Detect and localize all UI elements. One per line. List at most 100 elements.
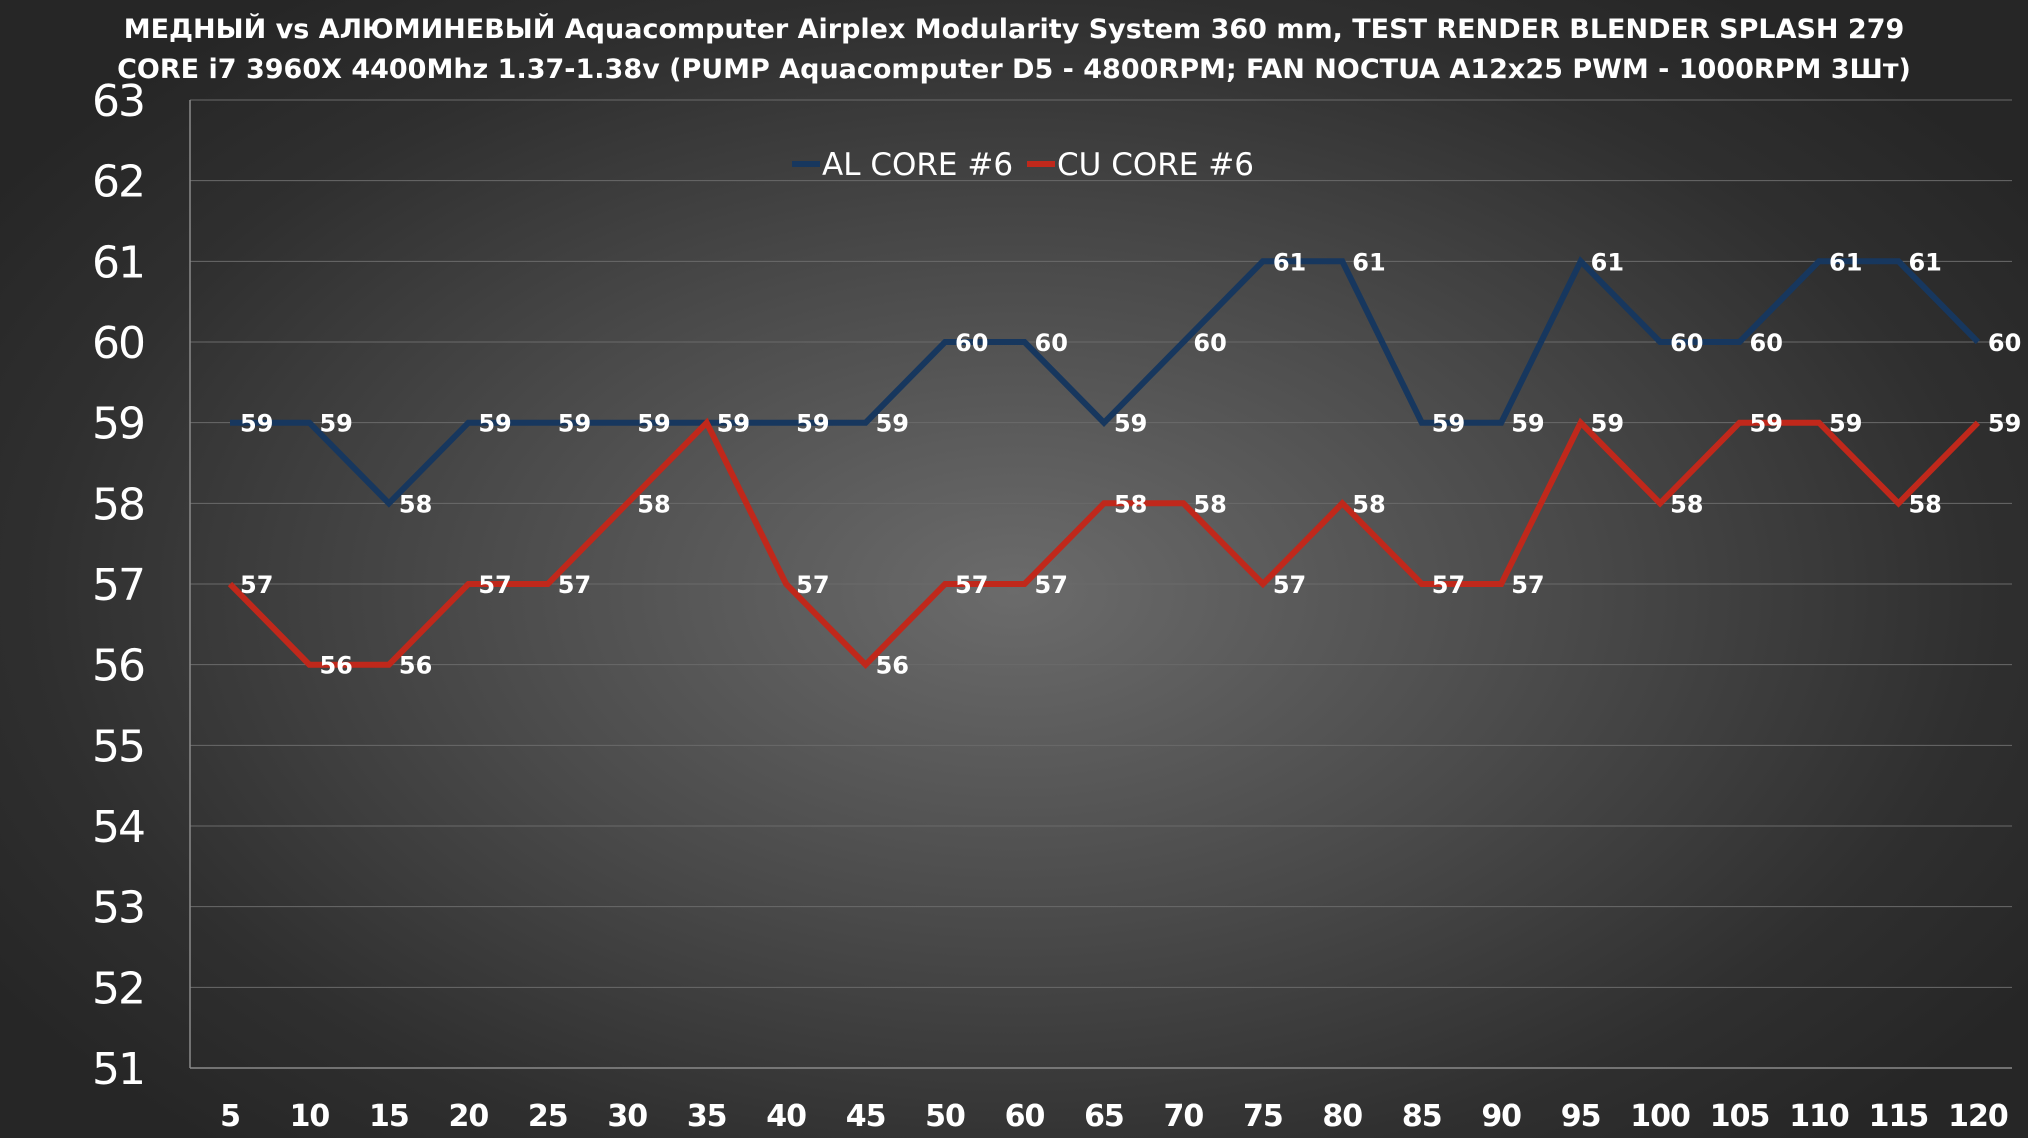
data-label: 57: [955, 571, 988, 599]
legend-label: AL CORE #6: [822, 147, 1013, 183]
x-tick-label: 10: [290, 1099, 330, 1134]
y-tick-label: 52: [92, 963, 144, 1014]
data-label: 60: [1035, 329, 1068, 357]
y-tick-label: 51: [92, 1044, 144, 1095]
data-label: 57: [240, 571, 273, 599]
series-line-cu-core-6: [227, 417, 1981, 669]
data-label: 61: [1908, 248, 1941, 276]
x-tick-label: 70: [1164, 1099, 1204, 1134]
x-tick-label: 45: [846, 1099, 886, 1134]
x-tick-label: 30: [607, 1099, 647, 1134]
data-label: 60: [1988, 329, 2021, 357]
axes: [189, 100, 2012, 1069]
data-label: 57: [1511, 571, 1544, 599]
data-label: 59: [1511, 410, 1544, 438]
y-tick-label: 54: [92, 802, 144, 853]
legend-label: CU CORE #6: [1057, 147, 1254, 183]
y-tick-label: 58: [92, 479, 144, 530]
chart-title-line-2: CORE i7 3960X 4400Mhz 1.37-1.38v (PUMP A…: [117, 54, 1911, 85]
y-tick-label: 62: [92, 157, 144, 208]
data-label: 59: [240, 410, 273, 438]
x-tick-label: 65: [1084, 1099, 1124, 1134]
data-label: 60: [1670, 329, 1703, 357]
data-label: 56: [399, 652, 432, 680]
y-axis-ticks: 51 52 53 54 55 56 57 58 59 60 61 62 63: [92, 76, 146, 1095]
y-tick-label: 63: [92, 76, 144, 127]
data-label: 58: [1114, 490, 1147, 518]
chart-title-line-1: МЕДНЫЙ vs АЛЮМИНЕВЫЙ Aquacomputer Airple…: [124, 13, 1905, 45]
data-label: 59: [1750, 410, 1783, 438]
y-tick-label: 59: [92, 399, 144, 450]
x-tick-label: 90: [1481, 1099, 1521, 1134]
x-tick-label: 105: [1710, 1099, 1770, 1134]
data-label: 61: [1591, 248, 1624, 276]
data-label: 59: [558, 410, 591, 438]
data-label: 59: [717, 410, 750, 438]
data-label: 59: [319, 410, 352, 438]
data-label: 60: [955, 329, 988, 357]
data-label: 61: [1829, 248, 1862, 276]
x-tick-label: 50: [925, 1099, 965, 1134]
y-tick-label: 57: [92, 560, 144, 611]
data-label: 56: [319, 652, 352, 680]
x-tick-label: 110: [1789, 1099, 1849, 1134]
data-label: 59: [1114, 410, 1147, 438]
data-label: 59: [1988, 410, 2021, 438]
x-tick-label: 85: [1402, 1099, 1442, 1134]
x-tick-label: 60: [1005, 1099, 1045, 1134]
legend-item: CU CORE #6: [1027, 147, 1254, 183]
data-label: 59: [876, 410, 909, 438]
series-line-al-core-6: [230, 256, 1981, 508]
series-lines: [227, 256, 1981, 669]
data-label: 58: [1670, 490, 1703, 518]
x-tick-label: 25: [528, 1099, 568, 1134]
data-label: 58: [1908, 490, 1941, 518]
y-tick-label: 60: [92, 318, 144, 369]
data-label: 61: [1352, 248, 1385, 276]
data-label: 57: [1035, 571, 1068, 599]
data-label: 59: [637, 410, 670, 438]
gridlines: [190, 99, 2012, 988]
x-tick-label: 15: [369, 1099, 409, 1134]
x-tick-label: 35: [687, 1099, 727, 1134]
data-label: 58: [637, 490, 670, 518]
y-tick-label: 56: [92, 641, 144, 692]
x-tick-label: 40: [766, 1099, 806, 1134]
x-tick-label: 120: [1948, 1099, 2008, 1134]
data-label: 57: [1273, 571, 1306, 599]
data-label: 58: [1193, 490, 1226, 518]
x-tick-label: 115: [1869, 1099, 1929, 1134]
data-label: 59: [796, 410, 829, 438]
data-label: 58: [399, 490, 432, 518]
y-tick-label: 55: [92, 721, 144, 772]
data-label: 57: [796, 571, 829, 599]
data-label: 59: [478, 410, 511, 438]
data-label: 59: [717, 410, 750, 438]
data-label: 60: [1193, 329, 1226, 357]
legend: AL CORE #6 CU CORE #6: [792, 147, 1254, 183]
data-label: 57: [478, 571, 511, 599]
y-tick-label: 53: [92, 883, 144, 934]
data-label: 56: [876, 652, 909, 680]
x-tick-label: 20: [448, 1099, 488, 1134]
data-label: 59: [1432, 410, 1465, 438]
data-labels: 59 59 58 59 59 59 59 59 59 60 60 59 60 61 61 59 59 61 60 60…: [240, 248, 2021, 679]
chart-title: МЕДНЫЙ vs АЛЮМИНЕВЫЙ Aquacomputer Airple…: [117, 13, 1911, 85]
data-label: 59: [1829, 410, 1862, 438]
data-label: 60: [1750, 329, 1783, 357]
data-label: 57: [1432, 571, 1465, 599]
data-label: 58: [1352, 490, 1385, 518]
x-tick-label: 95: [1561, 1099, 1601, 1134]
y-tick-label: 61: [92, 237, 144, 288]
data-label: 61: [1273, 248, 1306, 276]
x-tick-label: 80: [1322, 1099, 1362, 1134]
x-axis-ticks: 5 10 15 20 25 30 35 40 45 50 60 65 70 75 80 85 90 95 100 10…: [220, 1099, 2009, 1134]
data-label: 57: [558, 571, 591, 599]
x-tick-label: 100: [1630, 1099, 1690, 1134]
legend-item: AL CORE #6: [792, 147, 1013, 183]
x-tick-label: 75: [1243, 1099, 1283, 1134]
data-label: 59: [1591, 410, 1624, 438]
x-tick-label: 5: [220, 1099, 240, 1134]
